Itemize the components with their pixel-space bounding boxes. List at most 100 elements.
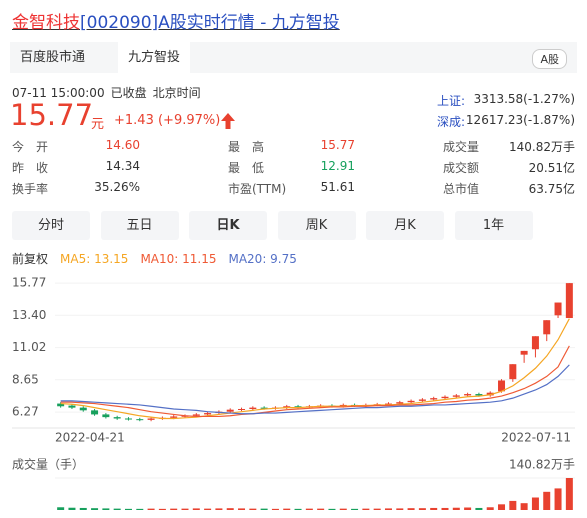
y-tick-label: 13.40 — [12, 308, 46, 322]
index-value: 12617.23(-1.87%) — [465, 113, 575, 127]
volume-bar — [430, 507, 438, 510]
volume-bar — [91, 508, 99, 510]
tab[interactable]: 百度股市通 — [20, 50, 86, 65]
change: +1.43 (+9.97%) — [114, 113, 220, 128]
volume-max-label: 140.82万手 — [509, 458, 575, 472]
volume-bar — [384, 508, 392, 510]
candle-body — [543, 320, 551, 335]
candle-body — [158, 417, 166, 419]
period-button[interactable]: 分时 — [12, 211, 90, 240]
candle-body — [384, 403, 392, 405]
candle-body — [396, 402, 404, 404]
unit: 元 — [91, 117, 105, 132]
candle-body — [57, 403, 65, 407]
stat-value: 51.61 — [320, 180, 355, 194]
volume-bar — [226, 508, 234, 510]
volume-bar — [204, 508, 212, 510]
volume-bar — [498, 504, 506, 510]
volume-bar — [464, 507, 472, 510]
period-button[interactable]: 日K — [189, 211, 267, 240]
stat-label: 成交额 — [443, 161, 480, 175]
volume-bar — [520, 503, 528, 510]
volume-bar — [441, 507, 449, 510]
candle-body — [328, 405, 336, 407]
candle-body — [305, 406, 313, 408]
volume-bar — [271, 508, 279, 510]
volume-bar — [565, 478, 573, 510]
stat-label: 今开 — [12, 140, 61, 154]
candle-body — [317, 405, 325, 407]
volume-bar — [362, 508, 370, 510]
candle-body — [102, 414, 110, 418]
candle-body — [531, 336, 539, 350]
volume-bar — [238, 508, 246, 510]
up-arrow — [221, 113, 235, 129]
index-name: 上证: — [437, 94, 466, 108]
stat-value: 20.51亿 — [528, 161, 575, 175]
candle-body — [441, 396, 449, 399]
page-title[interactable]: 金智科技[002090]A股实时行情 - 九方智投 — [12, 8, 340, 33]
candle-body — [565, 283, 573, 319]
x-tick-label: 2022-07-11 — [501, 431, 571, 445]
candle-body — [509, 364, 517, 380]
candle-body — [147, 418, 155, 420]
volume-bar — [351, 508, 359, 510]
volume-bar — [407, 508, 415, 510]
candle-body — [283, 406, 291, 408]
volume-bar — [531, 497, 539, 510]
candle-body — [464, 394, 472, 396]
candle-body — [407, 400, 415, 403]
volume-bar — [136, 508, 144, 510]
volume-bar — [192, 508, 200, 510]
time: 07-11 15:00:00 — [12, 86, 105, 100]
candle-body — [192, 414, 200, 416]
market-badge[interactable]: A股 — [532, 49, 567, 69]
period-button[interactable]: 周K — [277, 211, 356, 240]
candle-body — [418, 399, 426, 401]
period-button[interactable]: 五日 — [100, 211, 179, 240]
volume-bar — [452, 507, 460, 510]
stat-value: 14.60 — [105, 138, 140, 152]
index-value: 3313.58(-1.27%) — [473, 92, 575, 106]
volume-bar — [124, 508, 132, 510]
stock-name[interactable]: 金智科技 — [12, 13, 80, 33]
ma-line — [60, 364, 570, 415]
volume-bar — [305, 508, 313, 510]
adjust-label: 前复权 — [12, 252, 49, 266]
stat-label: 昨收 — [12, 161, 61, 175]
stat-value: 14.34 — [105, 159, 140, 173]
candle-body — [124, 418, 132, 420]
volume-bar — [373, 508, 381, 510]
period-button[interactable]: 月K — [366, 211, 444, 240]
ma-legend-item: MA5: 13.15 — [60, 252, 129, 266]
change-pct: (+9.97%) — [157, 113, 221, 128]
volume-bar — [294, 508, 302, 510]
candle-body — [170, 416, 178, 418]
ma-legend-item: MA10: 11.15 — [140, 252, 217, 266]
candle-body — [238, 408, 246, 410]
candle-body — [260, 407, 268, 409]
candle-body — [373, 404, 381, 406]
tab[interactable]: 九方智投 — [118, 42, 191, 73]
volume-bar — [170, 508, 178, 510]
volume-bar — [158, 508, 166, 510]
candle-body — [498, 380, 506, 392]
candle-body — [452, 395, 460, 397]
period-button[interactable]: 1年 — [454, 211, 533, 240]
volume-bar — [554, 488, 562, 510]
ma-line — [60, 318, 570, 420]
candle-body — [79, 407, 87, 411]
candle-body — [91, 410, 99, 415]
candle-body — [249, 407, 257, 409]
y-tick-label: 11.02 — [12, 340, 46, 354]
y-tick-label: 15.77 — [12, 276, 46, 290]
volume-bar — [79, 507, 87, 510]
title-rest[interactable]: [002090]A股实时行情 - 九方智投 — [80, 13, 340, 33]
y-tick-label: 8.65 — [12, 372, 39, 386]
candle-body — [362, 404, 370, 406]
stat-value: 140.82万手 — [509, 140, 575, 154]
volume-bar — [283, 508, 291, 510]
stat-value: 12.91 — [320, 159, 355, 173]
volume-bar — [260, 508, 268, 510]
